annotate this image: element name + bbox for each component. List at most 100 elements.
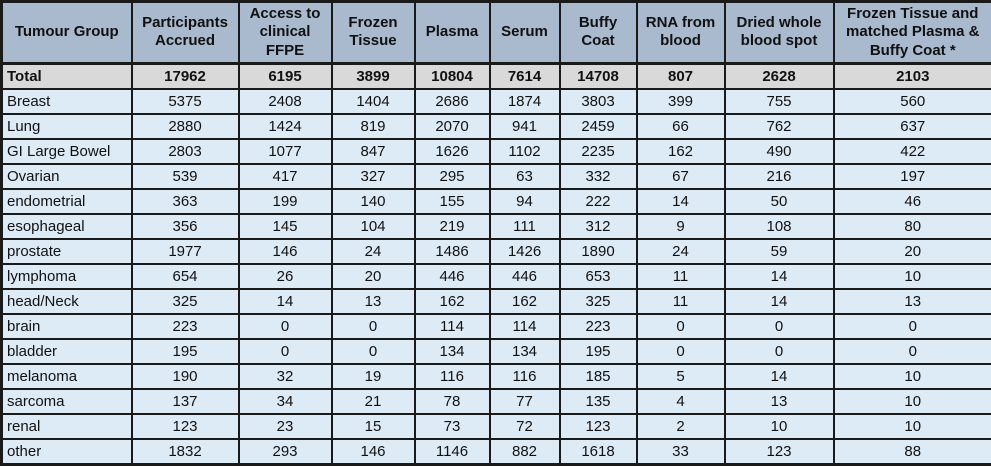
cell-value: 1890 xyxy=(558,237,638,265)
cell-value: 1486 xyxy=(413,237,491,265)
cell-value: 114 xyxy=(413,312,491,340)
cell-value: 4 xyxy=(635,387,726,415)
cell-value: 560 xyxy=(832,87,991,115)
cell-value: 0 xyxy=(635,312,726,340)
cell-value: 422 xyxy=(832,137,991,165)
row-label: melanoma xyxy=(0,362,133,390)
cell-value: 332 xyxy=(558,162,638,190)
cell-value: 0 xyxy=(832,337,991,365)
cell-value: 3803 xyxy=(558,87,638,115)
cell-value: 0 xyxy=(330,312,416,340)
cell-value: 819 xyxy=(330,112,416,140)
cell-value: 0 xyxy=(237,337,333,365)
cell-value: 26 xyxy=(237,262,333,290)
cell-value: 222 xyxy=(558,187,638,215)
row-label: sarcoma xyxy=(0,387,133,415)
cell-value: 11 xyxy=(635,262,726,290)
cell-value: 134 xyxy=(413,337,491,365)
cell-value: 1146 xyxy=(413,437,491,466)
column-header: Frozen Tissue xyxy=(330,0,416,65)
cell-value: 190 xyxy=(130,362,240,390)
row-label: bladder xyxy=(0,337,133,365)
cell-value: 223 xyxy=(558,312,638,340)
cell-value: 66 xyxy=(635,112,726,140)
cell-value: 6195 xyxy=(237,62,333,90)
cell-value: 162 xyxy=(488,287,561,315)
table-row: Ovarian 539 417 327 295 63 332 67 216 197 xyxy=(0,162,991,190)
cell-value: 140 xyxy=(330,187,416,215)
cell-value: 882 xyxy=(488,437,561,466)
cell-value: 77 xyxy=(488,387,561,415)
cell-value: 2803 xyxy=(130,137,240,165)
column-header: Serum xyxy=(488,0,561,65)
column-header: Dried whole blood spot xyxy=(723,0,835,65)
cell-value: 73 xyxy=(413,412,491,440)
cell-value: 195 xyxy=(130,337,240,365)
table-row: Breast 5375 2408 1404 2686 1874 3803 399 755 560 xyxy=(0,87,991,115)
cell-value: 223 xyxy=(130,312,240,340)
cell-value: 145 xyxy=(237,212,333,240)
cell-value: 293 xyxy=(237,437,333,466)
cell-value: 2880 xyxy=(130,112,240,140)
table-row: bladder 195 0 0 134 134 195 0 0 0 xyxy=(0,337,991,365)
row-label: prostate xyxy=(0,237,133,265)
cell-value: 2459 xyxy=(558,112,638,140)
cell-value: 146 xyxy=(237,237,333,265)
cell-value: 10 xyxy=(832,362,991,390)
cell-value: 146 xyxy=(330,437,416,466)
cell-value: 23 xyxy=(237,412,333,440)
cell-value: 5375 xyxy=(130,87,240,115)
column-header: Plasma xyxy=(413,0,491,65)
table-row: prostate 1977 146 24 1486 1426 1890 24 59 20 xyxy=(0,237,991,265)
cell-value: 116 xyxy=(413,362,491,390)
cell-value: 2686 xyxy=(413,87,491,115)
cell-value: 1832 xyxy=(130,437,240,466)
row-label: head/Neck xyxy=(0,287,133,315)
cell-value: 0 xyxy=(237,312,333,340)
cell-value: 0 xyxy=(635,337,726,365)
cell-value: 1426 xyxy=(488,237,561,265)
cell-value: 33 xyxy=(635,437,726,466)
cell-value: 1626 xyxy=(413,137,491,165)
cell-value: 9 xyxy=(635,212,726,240)
cell-value: 20 xyxy=(832,237,991,265)
cell-value: 67 xyxy=(635,162,726,190)
cell-value: 219 xyxy=(413,212,491,240)
cell-value: 5 xyxy=(635,362,726,390)
cell-value: 108 xyxy=(723,212,835,240)
cell-value: 199 xyxy=(237,187,333,215)
cell-value: 14 xyxy=(635,187,726,215)
cell-value: 637 xyxy=(832,112,991,140)
table-body: Total 17962 6195 3899 10804 7614 14708 807 2628 2… xyxy=(0,62,991,466)
cell-value: 653 xyxy=(558,262,638,290)
cell-value: 2103 xyxy=(832,62,991,90)
cell-value: 325 xyxy=(130,287,240,315)
cell-value: 399 xyxy=(635,87,726,115)
cell-value: 197 xyxy=(832,162,991,190)
table-row: GI Large Bowel 2803 1077 847 1626 1102 2235 162… xyxy=(0,137,991,165)
row-label: other xyxy=(0,437,133,466)
cell-value: 0 xyxy=(832,312,991,340)
cell-value: 941 xyxy=(488,112,561,140)
cell-value: 10 xyxy=(832,262,991,290)
total-row: Total 17962 6195 3899 10804 7614 14708 807 2628 2… xyxy=(0,62,991,90)
cell-value: 2408 xyxy=(237,87,333,115)
cell-value: 10 xyxy=(832,387,991,415)
cell-value: 88 xyxy=(832,437,991,466)
cell-value: 3899 xyxy=(330,62,416,90)
cell-value: 7614 xyxy=(488,62,561,90)
column-header: RNA from blood xyxy=(635,0,726,65)
cell-value: 312 xyxy=(558,212,638,240)
cell-value: 0 xyxy=(723,312,835,340)
cell-value: 63 xyxy=(488,162,561,190)
cell-value: 1618 xyxy=(558,437,638,466)
table-row: lymphoma 654 26 20 446 446 653 11 14 10 xyxy=(0,262,991,290)
cell-value: 1077 xyxy=(237,137,333,165)
cell-value: 762 xyxy=(723,112,835,140)
cell-value: 185 xyxy=(558,362,638,390)
table-row: other 1832 293 146 1146 882 1618 33 123 88 xyxy=(0,437,991,466)
cell-value: 847 xyxy=(330,137,416,165)
cell-value: 755 xyxy=(723,87,835,115)
cell-value: 19 xyxy=(330,362,416,390)
